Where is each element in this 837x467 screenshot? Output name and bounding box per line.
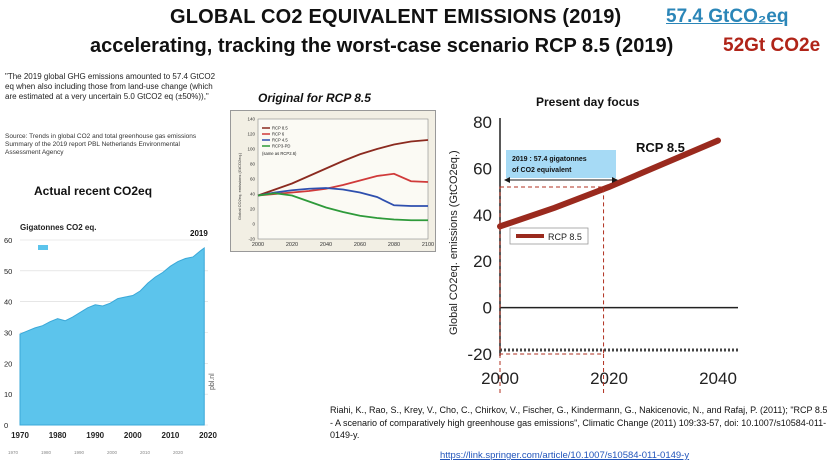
watermark: pbl.nl bbox=[209, 373, 216, 390]
x-axis-ticks: 2000 2020 2040 2060 2080 2100 bbox=[252, 242, 434, 248]
legend-label: RCP3-PD bbox=[272, 144, 290, 149]
callout-arrow-right bbox=[612, 177, 618, 183]
y-tick-label: 10 bbox=[4, 390, 12, 399]
x-minor-tick-label: 1970 bbox=[8, 450, 19, 455]
series-label-rcp85: RCP 8.5 bbox=[636, 140, 685, 155]
headline-emissions-value[interactable]: 57.4 GtCO₂eq bbox=[666, 6, 789, 27]
x-axis-ticks: 2000 2020 2040 bbox=[481, 369, 737, 388]
y-tick-label: 40 bbox=[250, 192, 256, 197]
x-minor-tick-label: 2020 bbox=[173, 450, 184, 455]
legend-box bbox=[509, 227, 589, 245]
end-year-label: 2019 bbox=[190, 229, 208, 238]
x-tick-label: 2080 bbox=[388, 242, 400, 248]
x-tick-label: 2040 bbox=[699, 369, 737, 388]
legend-label: RCP 8.5 bbox=[548, 232, 582, 242]
page-title: GLOBAL CO2 EQUIVALENT EMISSIONS (2019) bbox=[170, 6, 622, 28]
y-tick-label: 120 bbox=[247, 132, 255, 137]
rcp85-series-line bbox=[497, 137, 721, 230]
x-tick-label: 2020 bbox=[199, 431, 217, 440]
unit-label: Gigatonnes CO2 eq. bbox=[20, 223, 96, 232]
reference-link[interactable]: https://link.springer.com/article/10.100… bbox=[440, 450, 690, 461]
area-series-ghg bbox=[19, 247, 205, 426]
y-tick-label: 50 bbox=[4, 267, 12, 276]
x-tick-label: 2040 bbox=[320, 242, 332, 248]
scenario-line bbox=[257, 172, 429, 197]
y-tick-label: 80 bbox=[473, 113, 492, 132]
x-minor-tick-label: 2000 bbox=[107, 450, 118, 455]
y-tick-label: 60 bbox=[250, 177, 256, 182]
x-tick-label: 2060 bbox=[354, 242, 366, 248]
legend: RCP 8.5 bbox=[509, 227, 589, 245]
y-tick-label: 40 bbox=[4, 298, 12, 307]
x-tick-label: 2020 bbox=[590, 369, 628, 388]
legend-label: RCP 8.5 bbox=[272, 126, 288, 131]
callout-line-1: 2019 : 57.4 gigatonnes bbox=[512, 156, 587, 163]
y-axis-label: Global CO2eq. emissions (GtCO2eq.) bbox=[448, 150, 460, 335]
y-tick-label: 0 bbox=[4, 421, 8, 430]
x-tick-label: 2000 bbox=[124, 431, 142, 440]
callout-bg bbox=[506, 150, 616, 178]
actual-chart-heading: Actual recent CO2eq bbox=[34, 184, 153, 198]
legend-label: RCP 4.5 bbox=[272, 138, 288, 143]
y-tick-label: 60 bbox=[473, 159, 492, 178]
callout-arrow-left bbox=[504, 177, 510, 183]
y-tick-label: 30 bbox=[4, 329, 12, 338]
y-tick-label: -20 bbox=[467, 345, 492, 364]
x-tick-label: 2010 bbox=[162, 431, 180, 440]
legend-label: RCP 6 bbox=[272, 132, 285, 137]
y-tick-label: 20 bbox=[250, 207, 256, 212]
scenario-line bbox=[257, 192, 428, 222]
legend-swatch bbox=[38, 245, 48, 250]
x-axis-minor-ticks: 1970 1980 1990 2000 2010 2020 bbox=[8, 450, 184, 455]
page-subtitle: accelerating, tracking the worst-case sc… bbox=[90, 35, 674, 57]
y-tick-label: 20 bbox=[473, 252, 492, 271]
legend-label: GHG with LUC bbox=[52, 245, 98, 252]
legend-note: (same as RCP2.6) bbox=[262, 151, 297, 156]
y-axis-ticks: -20 0 20 40 60 80 100 120 140 bbox=[247, 117, 255, 242]
source-text: Source: Trends in global CO2 and total g… bbox=[5, 133, 197, 156]
y-tick-label: 0 bbox=[252, 222, 255, 227]
callout-line-2: of CO2 equivalent bbox=[512, 167, 572, 174]
x-minor-tick-label: 2010 bbox=[140, 450, 151, 455]
quote-text: "The 2019 global GHG emissions amounted … bbox=[5, 72, 216, 101]
y-tick-label: 0 bbox=[483, 299, 492, 318]
x-tick-label: 1980 bbox=[49, 431, 67, 440]
y-tick-label: 60 bbox=[4, 236, 12, 245]
scenario-lines bbox=[257, 139, 429, 222]
y-axis-ticks: -20 0 20 40 60 80 bbox=[467, 113, 492, 364]
actual-emissions-chart: Gigatonnes CO2 eq. 2019 GHG with LUC 0 10… bbox=[4, 223, 217, 455]
present-chart-heading: Present day focus bbox=[536, 95, 640, 109]
x-tick-label: 1990 bbox=[86, 431, 104, 440]
x-minor-tick-label: 1990 bbox=[74, 450, 85, 455]
x-tick-label: 2020 bbox=[286, 242, 298, 248]
y-tick-label: 80 bbox=[250, 162, 256, 167]
y-tick-label: 40 bbox=[473, 206, 492, 225]
y-tick-label: 140 bbox=[247, 117, 255, 122]
y-axis-label: Global CO2eq. emissions (GtCO2eq.) bbox=[237, 152, 242, 220]
x-tick-label: 2100 bbox=[422, 242, 434, 248]
x-minor-tick-label: 1980 bbox=[41, 450, 52, 455]
y-tick-label: -20 bbox=[248, 237, 255, 242]
scenario-line bbox=[257, 139, 429, 197]
y-axis-ticks: 0 10 20 30 40 50 60 bbox=[4, 236, 12, 430]
marker-guide-box bbox=[499, 186, 605, 355]
x-tick-label: 1970 bbox=[11, 431, 29, 440]
callout-box: 2019 : 57.4 gigatonnes of CO2 equivalent bbox=[504, 150, 618, 183]
x-axis-ticks: 1970 1980 1990 2000 2010 2020 bbox=[11, 431, 217, 440]
x-tick-label: 2000 bbox=[252, 242, 264, 248]
original-chart-heading: Original for RCP 8.5 bbox=[258, 91, 371, 105]
y-tick-label: 100 bbox=[247, 147, 255, 152]
y-tick-label: 20 bbox=[4, 359, 12, 368]
scenario-line bbox=[257, 187, 428, 207]
headline-rcp-value: 52Gt CO2e bbox=[723, 35, 821, 56]
reference-text: Riahi, K., Rao, S., Krey, V., Cho, C., C… bbox=[330, 405, 828, 440]
